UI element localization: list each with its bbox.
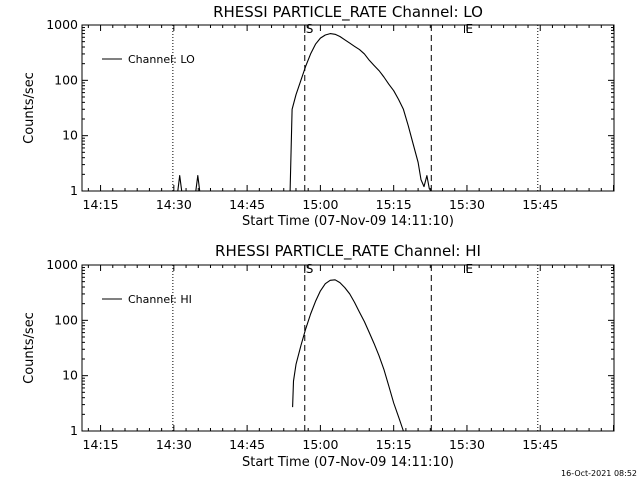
y-tick-label: 1000 — [46, 17, 78, 32]
x-tick-label: 15:00 — [302, 197, 338, 212]
chart-title: RHESSI PARTICLE_RATE Channel: LO — [213, 3, 483, 22]
y-tick-label: 1 — [70, 183, 78, 198]
marker-label: S — [306, 262, 314, 276]
plot-frame — [81, 24, 615, 192]
x-tick-label: 15:45 — [522, 437, 558, 452]
legend-label: Channel: HI — [128, 293, 192, 306]
x-tick-label: 14:30 — [156, 197, 192, 212]
y-axis-label: Counts/sec — [22, 72, 37, 144]
y-tick-label: 100 — [54, 72, 78, 87]
x-axis-label: Start Time (07-Nov-09 14:11:10) — [242, 455, 454, 470]
y-tick-label: 1 — [70, 423, 78, 438]
chart-title: RHESSI PARTICLE_RATE Channel: HI — [215, 242, 481, 261]
y-axis-label: Counts/sec — [22, 312, 37, 384]
marker-label: E — [466, 262, 474, 276]
x-tick-label: 14:30 — [156, 437, 192, 452]
y-tick-label: 100 — [54, 312, 78, 327]
y-tick-label: 10 — [62, 128, 78, 143]
x-tick-label: 15:00 — [302, 437, 338, 452]
y-tick-label: 1000 — [46, 257, 78, 272]
x-tick-label: 15:45 — [522, 197, 558, 212]
x-tick-label: 14:45 — [229, 437, 265, 452]
x-tick-label: 14:15 — [83, 437, 119, 452]
x-axis-label: Start Time (07-Nov-09 14:11:10) — [242, 214, 454, 229]
y-tick-label: 10 — [62, 368, 78, 383]
x-tick-label: 14:15 — [83, 197, 119, 212]
footer-timestamp: 16-Oct-2021 08:52 — [561, 469, 637, 478]
series-line — [82, 33, 432, 192]
panel-hi-channel: RHESSI PARTICLE_RATE Channel: HI Start T… — [22, 242, 615, 470]
x-tick-label: 15:15 — [376, 197, 412, 212]
marker-label: E — [466, 22, 474, 36]
x-tick-label: 15:15 — [376, 437, 412, 452]
series-line — [292, 279, 404, 432]
x-tick-label: 14:45 — [229, 197, 265, 212]
marker-label: S — [306, 22, 314, 36]
panel-lo-channel: RHESSI PARTICLE_RATE Channel: LO Start T… — [22, 3, 615, 229]
x-tick-label: 15:30 — [449, 437, 485, 452]
x-tick-label: 15:30 — [449, 197, 485, 212]
legend-label: Channel: LO — [128, 53, 195, 66]
plot-frame — [81, 264, 615, 432]
